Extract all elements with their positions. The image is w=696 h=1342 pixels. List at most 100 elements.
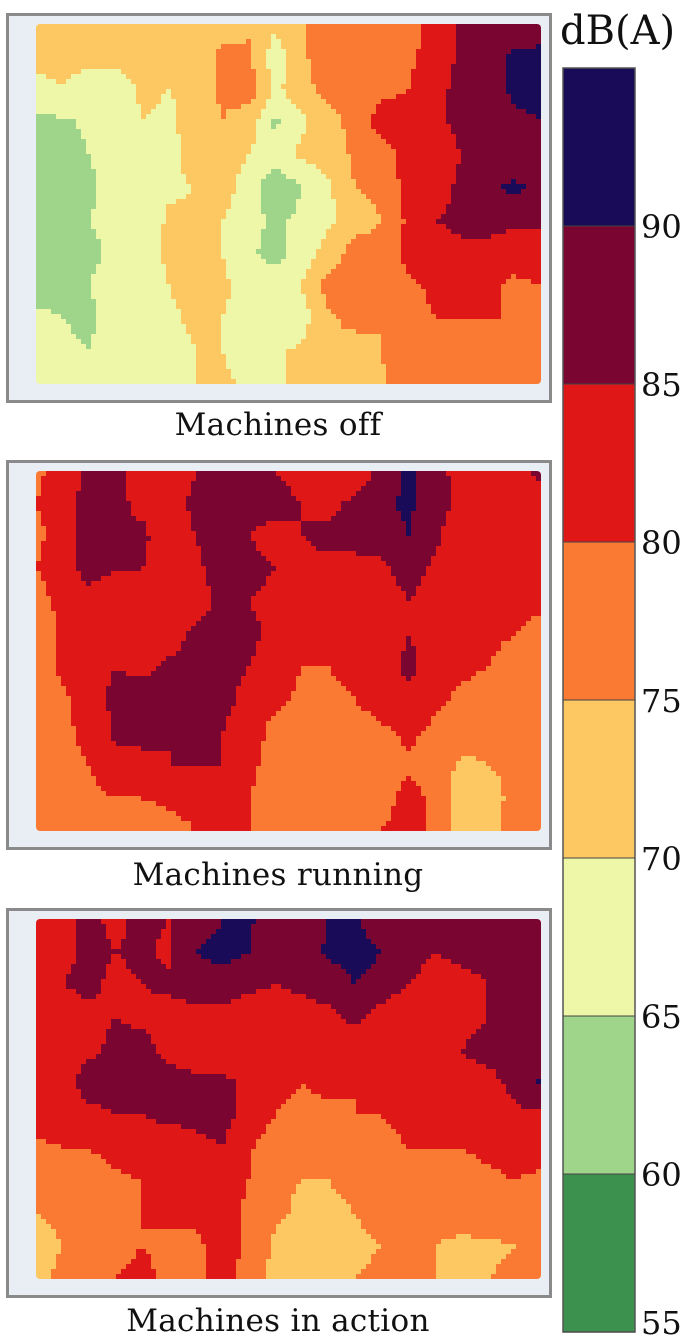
heatmap-cell [411,114,417,120]
heatmap-cell [131,264,137,270]
heatmap-cell [71,24,77,30]
heatmap-cell [436,164,442,170]
heatmap-cell [521,224,527,230]
heatmap-cell [341,69,347,75]
heatmap-cell [151,209,157,215]
heatmap-cell [496,104,502,110]
heatmap-cell [536,184,541,190]
heatmap-cell [291,104,297,110]
heatmap-cell [521,139,527,145]
heatmap-cell [221,69,227,75]
heatmap-cell [336,109,342,115]
heatmap-cell [271,24,277,30]
heatmap-cell [446,239,452,245]
heatmap-cell [231,44,237,50]
heatmap-cell [266,164,272,170]
heatmap-cell [176,124,182,130]
heatmap-cell [236,249,242,255]
heatmap-cell [241,119,247,125]
heatmap-cell [376,54,382,60]
heatmap-cell [126,39,132,45]
heatmap-cell [266,189,272,195]
heatmap-cell [71,44,77,50]
heatmap-cell [221,149,227,155]
heatmap-cell [51,134,57,140]
heatmap-cell [281,219,287,225]
heatmap-cell [86,254,92,260]
heatmap-cell [521,209,527,215]
heatmap-cell [451,229,457,235]
heatmap-cell [41,69,47,75]
heatmap-cell [506,49,512,55]
heatmap-cell [56,134,62,140]
heatmap-cell [186,164,192,170]
heatmap-cell [536,144,541,150]
heatmap-cell [146,254,152,260]
heatmap-cell [371,44,377,50]
heatmap-cell [401,64,407,70]
heatmap-cell [91,159,97,165]
heatmap-cell [256,54,262,60]
heatmap-cell [416,214,422,220]
heatmap-cell [396,214,402,220]
heatmap-cell [336,264,342,270]
heatmap-cell [336,114,342,120]
heatmap-cell [121,179,127,185]
heatmap-cell [66,24,72,30]
heatmap-cell [211,109,217,115]
heatmap-cell [146,239,152,245]
heatmap-cell [211,39,217,45]
heatmap-cell [526,254,532,260]
heatmap-cell [196,209,202,215]
heatmap-cell [131,249,137,255]
heatmap-cell [101,244,107,250]
heatmap-cell [36,99,42,105]
heatmap-cell [236,44,242,50]
heatmap-cell [356,224,362,230]
heatmap-cell [206,89,212,95]
heatmap-cell [331,234,337,240]
heatmap-cell [61,34,67,40]
heatmap-cell [246,159,252,165]
heatmap-cell [431,99,437,105]
heatmap-cell [526,239,532,245]
heatmap-cell [461,89,467,95]
heatmap-cell [221,229,227,235]
heatmap-cell [476,264,482,270]
heatmap-cell [226,64,232,70]
heatmap-cell [61,94,67,100]
heatmap-cell [266,64,272,70]
heatmap-cell [516,139,522,145]
heatmap-cell [536,239,541,245]
heatmap-cell [241,124,247,130]
heatmap-cell [361,229,367,235]
heatmap-cell [526,84,532,90]
heatmap-cell [121,109,127,115]
heatmap-cell [206,159,212,165]
heatmap-cell [116,249,122,255]
heatmap-cell [241,24,247,30]
heatmap-cell [526,59,532,65]
heatmap-cell [476,89,482,95]
heatmap-cell [506,169,512,175]
heatmap-cell [351,39,357,45]
heatmap-cell [401,244,407,250]
heatmap-cell [381,114,387,120]
heatmap-cell [481,159,487,165]
heatmap-cell [501,239,507,245]
heatmap-cell [206,249,212,255]
heatmap-cell [456,214,462,220]
heatmap-cell [241,129,247,135]
heatmap-cell [301,139,307,145]
heatmap-cell [316,64,322,70]
heatmap-cell [311,74,317,80]
heatmap-cell [196,229,202,235]
heatmap-cell [456,124,462,130]
heatmap-cell [531,79,537,85]
heatmap-cell [301,124,307,130]
heatmap-cell [66,234,72,240]
heatmap-cell [176,189,182,195]
heatmap-cell [261,204,267,210]
heatmap-cell [451,129,457,135]
heatmap-cell [256,39,262,45]
